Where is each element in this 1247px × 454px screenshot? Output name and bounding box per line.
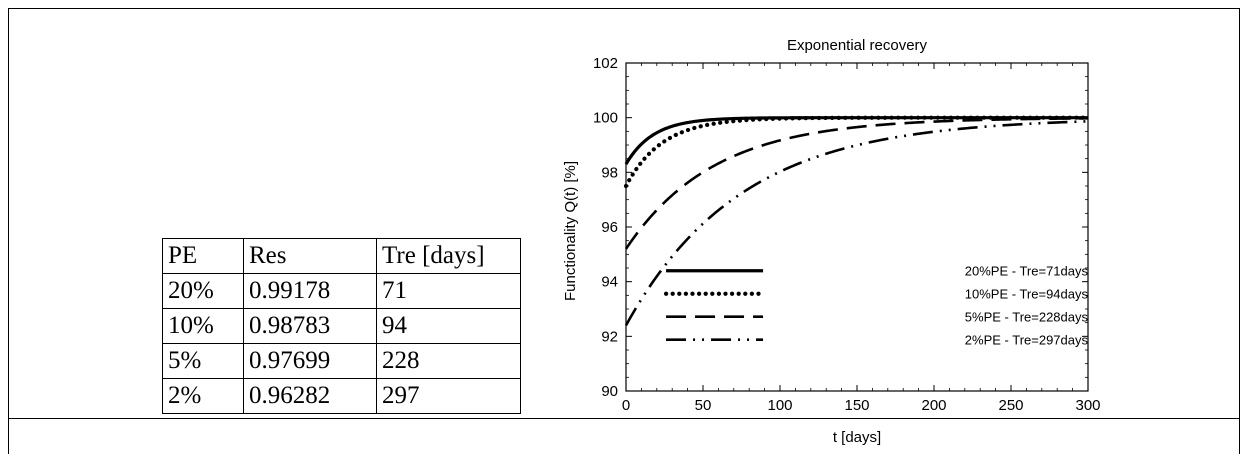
cell-pe: 20% [162, 273, 244, 309]
table-row: 2% 0.96282 297 [162, 378, 521, 414]
y-tick-label: 92 [601, 328, 618, 345]
x-tick-label: 300 [1075, 397, 1100, 414]
header-res: Res [243, 238, 377, 274]
legend-label: 2%PE - Tre=297days [965, 333, 1089, 348]
cell-res: 0.98783 [243, 308, 377, 344]
cell-pe: 5% [162, 343, 244, 379]
plot-area [625, 62, 1089, 392]
x-tick-label: 100 [767, 397, 792, 414]
header-tre: Tre [days] [376, 238, 521, 274]
recovery-table: PE Res Tre [days] 20% 0.99178 71 10% 0.9… [162, 238, 521, 414]
y-tick-label: 98 [601, 164, 618, 181]
x-tick-label: 0 [622, 397, 630, 414]
y-axis-label: Functionality Q(t) [%] [562, 161, 579, 301]
series-lines [623, 115, 1091, 327]
cell-res: 0.97699 [243, 343, 377, 379]
cell-pe: 2% [162, 378, 244, 414]
y-tick-label: 94 [601, 274, 618, 291]
cell-tre: 71 [376, 273, 521, 309]
cell-res: 0.96282 [243, 378, 377, 414]
table-row: 10% 0.98783 94 [162, 308, 521, 344]
frame-divider [8, 418, 1240, 419]
x-tick-label: 250 [998, 397, 1023, 414]
legend-label: 5%PE - Tre=228days [965, 310, 1089, 325]
x-tick-label: 50 [695, 397, 712, 414]
series-line [624, 117, 1089, 250]
axis-ticks: 0 50 100 150 200 250 300 90 92 94 96 98 100 102 [593, 55, 1101, 414]
y-tick-label: 96 [601, 219, 618, 236]
cell-tre: 94 [376, 308, 521, 344]
header-pe: PE [162, 238, 244, 274]
y-tick-label: 90 [601, 383, 618, 400]
legend: 20%PE - Tre=71days 10%PE - Tre=94days 5%PE… [663, 264, 1089, 348]
series-line [623, 115, 1091, 189]
cell-tre: 297 [376, 378, 521, 414]
table-header-row: PE Res Tre [days] [162, 238, 521, 274]
x-tick-label: 150 [844, 397, 869, 414]
legend-label: 10%PE - Tre=94days [965, 287, 1089, 302]
y-tick-label: 100 [593, 110, 618, 127]
cell-tre: 228 [376, 343, 521, 379]
y-tick-label: 102 [593, 55, 618, 72]
x-axis-label: t [days] [833, 429, 881, 446]
chart-title: Exponential recovery [787, 37, 928, 54]
x-tick-label: 200 [921, 397, 946, 414]
page-frame [8, 8, 1240, 454]
table-row: 20% 0.99178 71 [162, 273, 521, 309]
cell-pe: 10% [162, 308, 244, 344]
recovery-chart: Exponential recovery Functionality Q(t) … [562, 37, 1101, 446]
cell-res: 0.99178 [243, 273, 377, 309]
legend-label: 20%PE - Tre=71days [965, 264, 1089, 279]
series-line [624, 120, 1089, 327]
table-row: 5% 0.97699 228 [162, 343, 521, 379]
